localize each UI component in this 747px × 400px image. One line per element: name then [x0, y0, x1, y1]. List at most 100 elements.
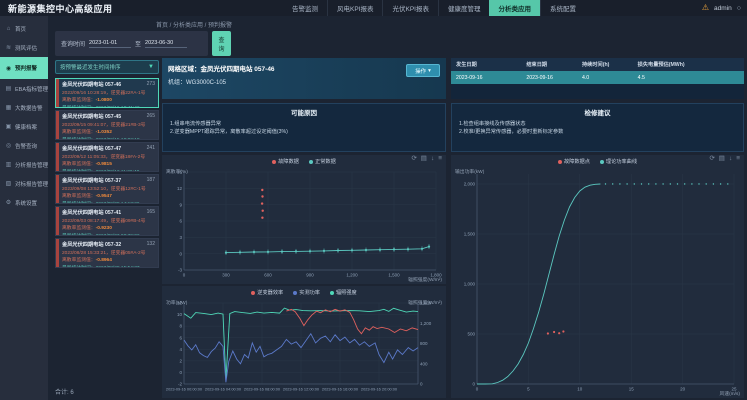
table-cell: 2023-09-16: [526, 74, 553, 81]
action-label: 操作: [415, 68, 427, 75]
search-button[interactable]: 查询: [212, 31, 231, 56]
end-date-input[interactable]: [145, 39, 188, 48]
svg-text:2: 2: [179, 358, 182, 363]
sidebar-item-5[interactable]: ▣ 健康档案: [0, 117, 48, 136]
card-time: 2023/09/12 11:05:33，逆变器18#A-2号: [62, 155, 146, 160]
sidebar-item-3[interactable]: ▤ EBA指标管理: [0, 79, 48, 98]
card-value: 离散率监测值：-1.0800: [62, 98, 112, 103]
svg-text:0: 0: [179, 370, 182, 375]
svg-text:12: 12: [177, 301, 183, 306]
card-value: 离散率监测值：-0.9815: [62, 162, 112, 167]
user-name[interactable]: admin: [714, 4, 732, 12]
nav-tab-2[interactable]: 光伏KPI报表: [382, 0, 437, 16]
chart-toolbar: ⟳ ▤ ↓ ≡: [411, 155, 442, 163]
nav-tab-5[interactable]: 系统配置: [539, 0, 585, 16]
top-bar: 新能源集控中心高级应用 告警监测 风电KPI报表 光伏KPI报表 健康度管理 分析类应用…: [0, 0, 747, 16]
archive-icon: ▣: [5, 124, 12, 130]
nav-tab-0[interactable]: 告警监测: [292, 6, 318, 13]
alarm-card[interactable]: 金凤光伏四期电站 057-45 265 2023/09/15 09:41:07，逆变…: [55, 110, 159, 140]
sidebar-item-0[interactable]: ⌂ 首页: [0, 19, 48, 38]
svg-text:12: 12: [177, 186, 183, 191]
info-line: 2.逆变器MPPT跟踪异常，离散率超过设定阈值(3%): [170, 129, 288, 136]
sidebar-item-label: 测风评估: [15, 45, 38, 52]
legend-item: 辐照强度: [329, 289, 357, 296]
card-station: 金凤光伏四期电站 057-32 132: [62, 241, 155, 248]
table-header-cell: 损失电量预估(MWh): [637, 62, 685, 68]
svg-text:10: 10: [177, 312, 183, 317]
action-button[interactable]: 操作 ▾: [406, 64, 440, 77]
table-cell: 2023-09-16: [456, 74, 483, 81]
card-value: 离散率监测值：-0.8964: [62, 258, 112, 263]
chart-legend: 故障数据 正常数据: [162, 158, 446, 165]
sidebar-item-label: 告警查询: [15, 143, 38, 150]
sidebar-item-label: 健康档案: [15, 124, 38, 131]
card-stat: 最新统计时间：2023/09/08 14:13:26: [62, 200, 155, 203]
svg-text:3: 3: [179, 235, 182, 240]
svg-text:2023-09-16 04:00:00: 2023-09-16 04:00:00: [205, 387, 242, 392]
save-image-icon[interactable]: ↓: [430, 155, 435, 162]
user-avatar-icon[interactable]: ○: [736, 4, 741, 12]
warning-triangle-icon[interactable]: ⚠: [701, 3, 710, 12]
refresh-icon[interactable]: ⟳: [411, 155, 417, 162]
event-table: 发生日期 结束日期 持续时间(h) 损失电量预估(MWh) 2023-09-16 2023…: [451, 58, 744, 99]
svg-text:9: 9: [179, 202, 182, 207]
alarm-card[interactable]: 金凤光伏四期电站 057-46 273 2023/09/16 10:28:19，逆变…: [55, 78, 159, 108]
svg-text:-3: -3: [178, 268, 182, 273]
sidebar-item-label: EBA指标管理: [15, 86, 48, 93]
svg-text:600: 600: [264, 273, 272, 278]
sidebar-item-label: 对标报告管理: [15, 181, 48, 188]
menu-icon[interactable]: ≡: [438, 155, 442, 162]
sidebar-item-9[interactable]: ⚙ 系统设置: [0, 193, 48, 212]
alarm-card[interactable]: 金凤光伏四期电站 057-41 165 2023/09/03 08:17:49，逆变…: [55, 206, 159, 236]
daily-trend-chart: 逆变器效率 实测功率 辐照强度 功率(MW) 辐照强度(W/m²) -2 0 2 4 6 8 1…: [162, 286, 446, 398]
svg-text:0: 0: [476, 387, 479, 392]
sidebar-item-label: 大数据告警: [15, 105, 43, 112]
sidebar-item-1[interactable]: ≋ 测风评估: [0, 38, 48, 57]
svg-text:10: 10: [577, 387, 583, 392]
nav-tab-3[interactable]: 健康度管理: [437, 0, 490, 16]
nav-tab-4[interactable]: 分析类应用: [489, 0, 540, 16]
legend-dot-icon: [329, 290, 334, 295]
svg-text:15: 15: [177, 170, 183, 175]
card-time: 2023/09/08 13:52:10，逆变器12#C-1号: [62, 187, 146, 192]
legend-dot-icon: [293, 290, 298, 295]
legend-item: 故障数据点: [557, 158, 590, 165]
benchmark-icon: ▧: [5, 181, 12, 187]
chart-plot: -2 0 2 4 6 8 10 12 2023-09-16 00:00:00 2023-09-16…: [164, 299, 444, 396]
start-date-input[interactable]: [89, 39, 132, 48]
legend-dot-icon: [309, 159, 313, 164]
save-image-icon[interactable]: ↓: [728, 155, 733, 162]
legend-dot-icon: [557, 159, 562, 164]
table-header-cell: 发生日期: [456, 62, 477, 68]
card-value: 离散率监测值：-1.0352: [62, 130, 112, 135]
svg-text:0: 0: [472, 382, 475, 387]
sidebar-item-2[interactable]: ◉ 预判报警: [0, 57, 48, 79]
menu-icon[interactable]: ≡: [736, 155, 740, 162]
detail-header: 网格区域：金凤光伏四期电站 057-46 机组：WG3000C-105 操作 ▾: [162, 58, 446, 99]
chart-plot: -3 0 3 6 9 12 15 0 300 600 900 1,200 1,500 1,800: [164, 168, 444, 282]
chart-legend: 逆变器效率 实测功率 辐照强度: [162, 289, 446, 296]
card-time: 2023/08/28 15:33:21，逆变器05#A-2号: [62, 251, 146, 256]
bigdata-icon: ▦: [5, 105, 12, 111]
sidebar-item-7[interactable]: ▥ 分析报告管理: [0, 155, 48, 174]
svg-text:25: 25: [731, 387, 737, 392]
nav-tab-1[interactable]: 风电KPI报表: [327, 0, 382, 16]
card-stat: 最新统计时间：2023/08/28 15:54:37: [62, 264, 155, 267]
sidebar-item-4[interactable]: ▦ 大数据告警: [0, 98, 48, 117]
data-view-icon[interactable]: ▤: [420, 155, 427, 162]
card-station: 金凤光伏四期电站 057-37 187: [62, 177, 155, 184]
table-header-cell: 结束日期: [526, 62, 548, 68]
sort-dropdown[interactable]: 按预警最近发生时间排序 ▼: [55, 60, 159, 74]
svg-text:1,200: 1,200: [420, 321, 432, 326]
table-row[interactable]: 2023-09-16 2023-09-16 4.0 4.5: [451, 71, 744, 84]
data-view-icon[interactable]: ▤: [718, 155, 725, 162]
sidebar-item-6[interactable]: ◎ 告警查询: [0, 136, 48, 155]
breadcrumb: 首页 / 分析类应用 / 预判报警: [156, 23, 233, 29]
refresh-icon[interactable]: ⟳: [709, 155, 715, 162]
sidebar: ⌂ 首页 ≋ 测风评估 ◉ 预判报警 ▤ EBA指标管理 ▦ 大数据告警 ▣ 健康档案 ◎ 告警查询 ▥ 分析…: [0, 16, 48, 400]
alarm-card[interactable]: 金凤光伏四期电站 057-47 241 2023/09/12 11:05:33，逆变…: [55, 142, 159, 172]
alarm-card[interactable]: 金凤光伏四期电站 057-32 132 2023/08/28 15:33:21，逆变…: [55, 238, 159, 268]
home-icon: ⌂: [6, 25, 11, 32]
sidebar-item-8[interactable]: ▧ 对标报告管理: [0, 174, 48, 193]
alarm-card[interactable]: 金凤光伏四期电站 057-37 187 2023/09/08 13:52:10，逆变…: [55, 174, 159, 204]
